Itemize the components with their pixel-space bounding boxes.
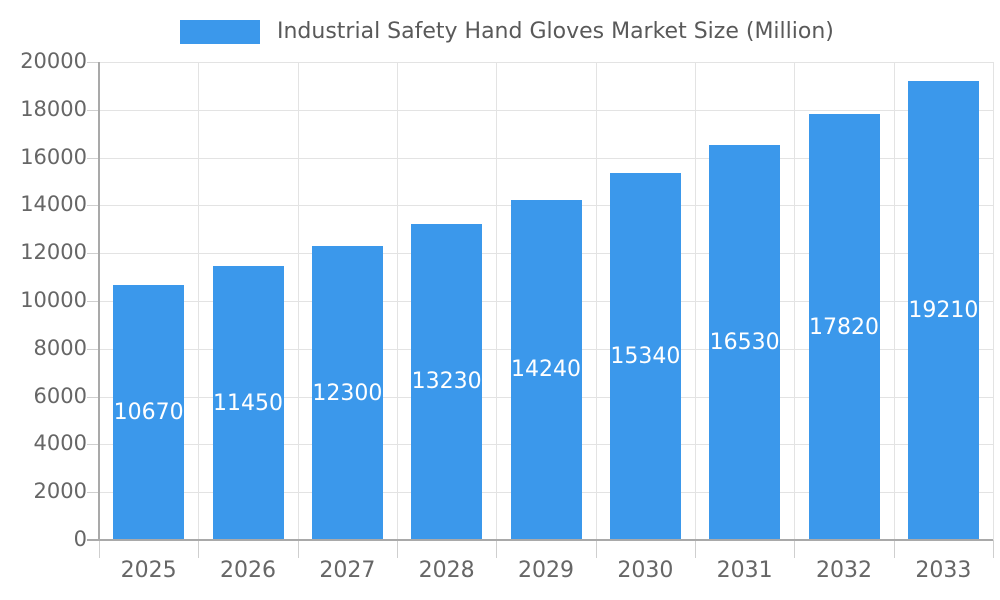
y-axis-label: 20000 xyxy=(20,49,87,73)
y-gridline xyxy=(99,157,993,159)
bar-value-label: 16530 xyxy=(709,329,780,355)
y-axis-label: 6000 xyxy=(33,383,87,408)
x-axis-label: 2026 xyxy=(220,558,276,583)
x-axis-tick xyxy=(993,540,994,558)
y-axis-label: 14000 xyxy=(20,192,87,217)
bar-2028[interactable]: 13230 xyxy=(411,223,483,540)
x-gridline xyxy=(198,62,200,540)
y-axis-tick xyxy=(87,157,99,159)
y-gridline xyxy=(99,109,993,111)
y-axis-label: 10000 xyxy=(20,288,87,312)
y-axis-tick xyxy=(87,444,99,446)
x-axis-tick xyxy=(794,540,796,558)
x-axis-tick xyxy=(397,540,398,558)
bar-2033[interactable]: 19210 xyxy=(907,80,979,540)
x-axis-label: 2029 xyxy=(518,558,574,583)
bar-value-label: 13230 xyxy=(411,369,482,395)
legend-swatch-icon xyxy=(180,20,260,44)
bar-2029[interactable]: 14240 xyxy=(510,199,582,540)
x-axis-label: 2025 xyxy=(120,558,177,583)
x-axis-line xyxy=(87,539,993,541)
bar-value-label: 10670 xyxy=(113,399,184,425)
y-axis-label: 18000 xyxy=(20,96,87,121)
x-axis-label: 2027 xyxy=(319,558,376,583)
bar-value-label: 11450 xyxy=(213,390,283,416)
x-axis-label: 2031 xyxy=(716,558,773,583)
bar-2030[interactable]: 15340 xyxy=(609,173,681,540)
bar-value-label: 19210 xyxy=(908,297,979,323)
x-axis-tick xyxy=(99,540,100,558)
y-axis-label: 0 xyxy=(73,527,87,551)
bar-value-label: 17820 xyxy=(809,314,879,340)
legend[interactable]: Industrial Safety Hand Gloves Market Siz… xyxy=(180,20,834,44)
x-axis-tick xyxy=(198,540,200,558)
x-axis-label: 2032 xyxy=(816,558,872,583)
x-axis-tick xyxy=(297,540,299,558)
y-axis-line xyxy=(98,62,100,540)
x-gridline xyxy=(297,62,299,540)
y-axis-tick xyxy=(87,348,99,350)
x-gridline xyxy=(496,62,498,540)
x-axis-label: 2028 xyxy=(418,558,475,583)
x-gridline xyxy=(595,62,597,540)
y-axis-tick xyxy=(87,301,99,302)
x-gridline xyxy=(794,62,796,540)
y-axis-tick xyxy=(87,62,99,63)
x-axis-tick xyxy=(695,540,696,558)
x-gridline xyxy=(397,62,398,540)
x-axis-label: 2030 xyxy=(617,558,674,583)
y-axis-tick xyxy=(87,396,99,398)
x-axis-tick xyxy=(496,540,498,558)
y-axis-label: 4000 xyxy=(33,431,87,456)
x-gridline xyxy=(893,62,895,540)
y-axis-tick xyxy=(87,253,99,255)
x-gridline xyxy=(993,62,994,540)
x-gridline xyxy=(695,62,696,540)
y-axis-label: 2000 xyxy=(33,479,87,504)
x-axis-tick xyxy=(893,540,895,558)
y-axis-tick xyxy=(87,492,99,494)
bar-2032[interactable]: 17820 xyxy=(808,114,880,540)
bar-value-label: 14240 xyxy=(511,357,581,383)
y-axis-tick xyxy=(87,109,99,111)
y-axis-label: 12000 xyxy=(20,240,87,265)
y-axis-label: 16000 xyxy=(20,144,87,169)
bar-value-label: 15340 xyxy=(610,344,681,370)
legend-label: Industrial Safety Hand Gloves Market Siz… xyxy=(277,19,834,44)
x-axis-tick xyxy=(595,540,597,558)
bar-2025[interactable]: 10670 xyxy=(113,284,185,540)
bar-value-label: 12300 xyxy=(312,380,383,406)
y-axis-label: 8000 xyxy=(33,335,87,360)
bar-2031[interactable]: 16530 xyxy=(709,144,781,540)
bar-2027[interactable]: 12300 xyxy=(311,246,383,540)
y-gridline xyxy=(99,62,993,63)
bar-2026[interactable]: 11450 xyxy=(212,266,284,540)
x-axis-label: 2033 xyxy=(915,558,972,583)
y-axis-tick xyxy=(87,205,99,207)
